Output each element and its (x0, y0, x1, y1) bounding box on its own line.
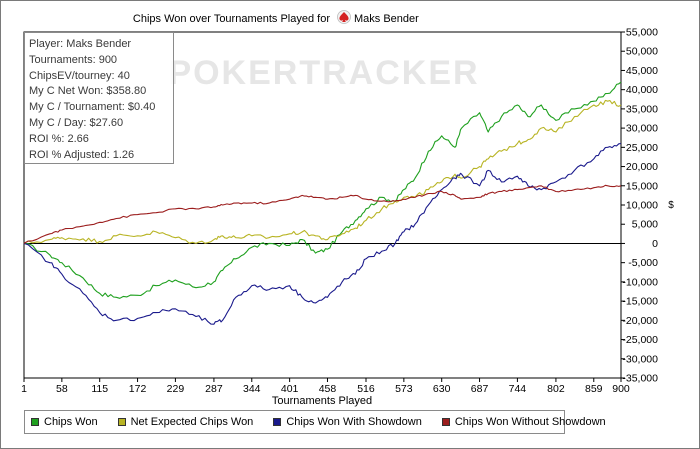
x-tick-label: 516 (357, 383, 375, 395)
legend-swatch (441, 418, 450, 426)
x-tick-label: 58 (56, 383, 68, 395)
y-tick-label: 30,000 (626, 123, 658, 135)
chart-title-player: Maks Bender (354, 13, 419, 25)
x-tick-label: 401 (281, 383, 299, 395)
x-tick-label: 687 (471, 383, 489, 395)
stats-box: Player: Maks Bender Tournaments: 900 Chi… (24, 32, 174, 164)
watermark: POKERTRACKER (168, 54, 479, 92)
legend-item-chips-won[interactable]: Chips Won (31, 416, 98, 428)
y-tick-label: 45,000 (626, 65, 658, 77)
legend-item-without-showdown[interactable]: Chips Won Without Showdown (441, 416, 606, 428)
y-tick-label: 40,000 (626, 84, 658, 96)
legend-swatch (31, 418, 39, 426)
legend-label: Chips Won (44, 416, 98, 428)
y-tick-label: 15,000 (626, 180, 658, 192)
x-tick-label: 1 (21, 383, 27, 395)
stat-net-won: My C Net Won: $358.80 (29, 85, 147, 98)
x-tick-label: 630 (433, 383, 451, 395)
x-tick-label: 458 (319, 383, 337, 395)
series-line-1 (23, 99, 622, 244)
y-tick-label: -30,000 (622, 353, 658, 365)
stat-chipsev: ChipsEV/tourney: 40 (29, 69, 130, 82)
series-line-3 (23, 184, 622, 244)
legend-item-net-expected[interactable]: Net Expected Chips Won (117, 416, 254, 428)
chart-title: Chips Won over Tournaments Played for Ma… (133, 10, 419, 25)
series-line-0 (23, 81, 622, 299)
x-tick-label: 802 (547, 383, 565, 395)
x-tick-label: 229 (167, 383, 185, 395)
x-tick-label: 344 (243, 383, 261, 395)
stat-player: Player: Maks Bender (29, 38, 132, 50)
y-tick-label: -15,000 (622, 296, 658, 308)
y-tick-label: 10,000 (626, 200, 658, 212)
y-tick-label: 35,000 (626, 103, 658, 115)
legend-swatch (273, 418, 282, 426)
y-tick-label: 55,000 (626, 27, 658, 39)
x-tick-label: 573 (395, 383, 413, 395)
stat-per-day: My C / Day: $27.60 (29, 116, 124, 129)
y-tick-label: -10,000 (622, 276, 658, 288)
stat-per-tournament: My C / Tournament: $0.40 (29, 101, 156, 114)
y-tick-label: 5,000 (632, 219, 658, 231)
x-tick-label: 900 (612, 383, 630, 395)
x-tick-label: 172 (129, 383, 147, 395)
legend-label: Chips Won Without Showdown (454, 416, 606, 428)
x-axis-label: Tournaments Played (272, 395, 372, 407)
x-tick-label: 859 (585, 383, 603, 395)
legend-item-with-showdown[interactable]: Chips Won With Showdown (273, 416, 422, 428)
poker-tracker-spade-icon (337, 10, 351, 24)
x-tick-label: 744 (509, 383, 527, 395)
x-tick-label: 287 (205, 383, 223, 395)
chart-title-text: Chips Won over Tournaments Played for (133, 13, 330, 25)
legend-swatch (117, 418, 126, 426)
stat-roi-adjusted: ROI % Adjusted: 1.26 (29, 148, 135, 161)
y-tick-label: -25,000 (622, 334, 658, 346)
series-layer (23, 81, 622, 325)
legend-label: Net Expected Chips Won (130, 416, 254, 428)
series-line-2 (23, 142, 622, 325)
y-axis-label: $ (668, 200, 674, 211)
y-axis: -35,000 -30,000 -25,000 -20,000 -15,000 -10,0… (621, 27, 658, 385)
y-tick-label: 25,000 (626, 142, 658, 154)
y-tick-label: -35,000 (622, 373, 658, 385)
legend: Chips Won Net Expected Chips Won Chips W… (24, 410, 606, 434)
legend-label: Chips Won With Showdown (286, 416, 422, 428)
y-tick-label: -20,000 (622, 315, 658, 327)
y-tick-label: 20,000 (626, 161, 658, 173)
y-tick-label: 0 (652, 238, 658, 250)
stat-tournaments: Tournaments: 900 (29, 53, 118, 66)
stat-roi: ROI %: 2.66 (29, 132, 89, 145)
x-axis: 1 58 115 172 229 287 344 401 458 516 573 630 687 744 8… (21, 378, 630, 395)
y-tick-label: -5,000 (628, 257, 658, 269)
x-tick-label: 115 (91, 383, 108, 395)
y-tick-label: 50,000 (626, 46, 658, 58)
